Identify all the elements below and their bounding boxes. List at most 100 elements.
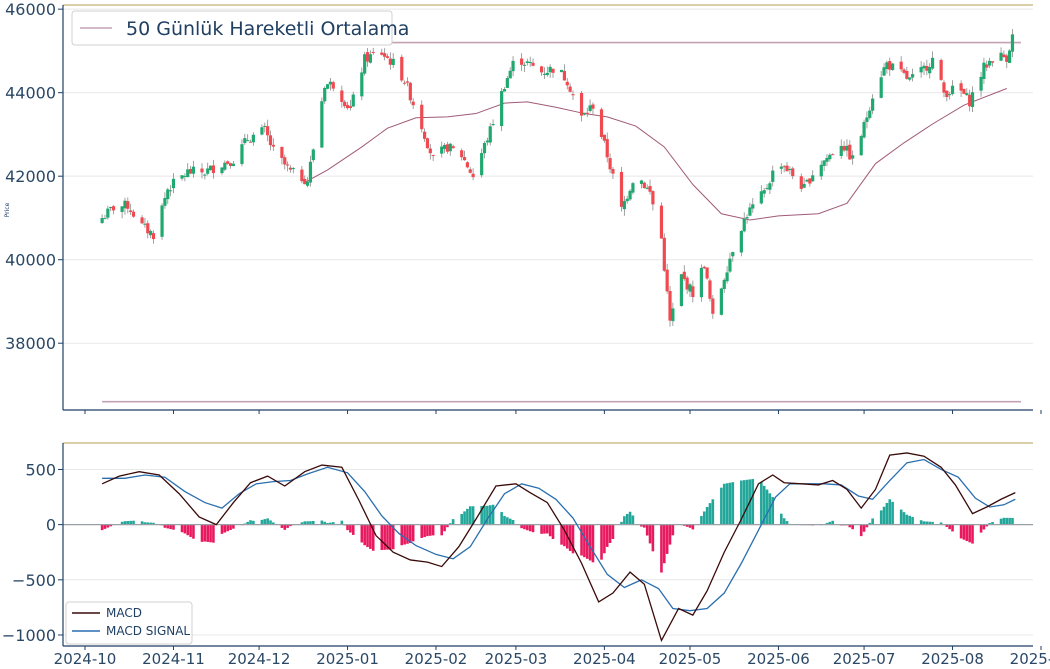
candle — [383, 48, 387, 61]
candle — [502, 87, 507, 92]
candle-body — [825, 157, 829, 162]
macd-histogram-bar — [580, 524, 583, 556]
candle-body — [405, 81, 410, 83]
candle-body — [200, 168, 204, 173]
candle — [548, 64, 552, 78]
x-tick-label: 2025-05 — [659, 650, 722, 668]
macd-histogram-bar — [965, 524, 969, 542]
candle-body — [705, 267, 709, 279]
candle — [728, 252, 732, 274]
candle-body — [651, 191, 655, 205]
legend-macd-label: MACD — [106, 606, 142, 620]
candle — [619, 166, 624, 212]
candle — [970, 86, 975, 113]
candle — [765, 184, 769, 191]
macd-histogram-bar — [329, 522, 332, 525]
macd-histogram-bar — [411, 524, 415, 542]
candle — [109, 206, 113, 212]
candle-body — [471, 173, 475, 178]
candle-body — [522, 64, 527, 66]
candle-body — [488, 126, 492, 143]
candle-body — [548, 66, 552, 73]
candle — [248, 139, 253, 143]
macd-histogram-bar — [731, 482, 735, 525]
candle-body — [842, 146, 846, 151]
candle-body — [468, 169, 472, 173]
macd-histogram-bar — [991, 521, 994, 525]
candle — [422, 128, 427, 142]
candle-body — [391, 58, 395, 65]
price-y-tick-label: 46000 — [5, 0, 56, 19]
macd-histogram-bar — [263, 519, 267, 525]
candle — [602, 134, 606, 143]
candle — [325, 84, 330, 90]
candle-body — [143, 223, 147, 225]
candle — [445, 141, 450, 154]
candle-body — [103, 218, 107, 220]
macd-histogram-bar — [252, 520, 255, 525]
candle — [186, 163, 190, 178]
candle-body — [231, 163, 235, 167]
candle-body — [371, 51, 375, 53]
candle — [228, 162, 233, 169]
candle-body — [839, 145, 843, 156]
candle-body — [811, 175, 815, 182]
candle-body — [668, 290, 672, 321]
macd-histogram-bar — [546, 524, 549, 534]
candle-body — [628, 190, 632, 200]
candle — [702, 265, 706, 270]
candle — [163, 192, 167, 209]
candle-body — [948, 94, 952, 96]
candle-body — [731, 252, 735, 257]
candle — [648, 179, 652, 195]
candle-body — [679, 274, 684, 307]
candle — [1005, 53, 1009, 69]
candle-body — [748, 207, 752, 216]
candle-body — [685, 277, 689, 290]
candle-body — [831, 154, 835, 156]
candle-body — [363, 54, 367, 74]
macd-histogram-bar — [286, 524, 289, 528]
candle — [979, 71, 983, 97]
price-y-tick-label: 40000 — [5, 251, 56, 270]
candle — [851, 150, 855, 165]
candle-body — [599, 109, 604, 137]
macd-histogram-bar — [760, 482, 763, 525]
candle-body — [611, 169, 615, 174]
macd-y-tick-label: −1000 — [2, 626, 56, 645]
candle-body — [851, 155, 855, 159]
candle-body — [508, 70, 512, 79]
macd-histogram-bar — [728, 482, 732, 525]
candle-body — [271, 144, 275, 147]
candle — [902, 67, 906, 75]
macd-histogram-bar — [309, 521, 312, 525]
candle — [288, 165, 293, 173]
macd-histogram-bar — [971, 524, 974, 544]
candle-body — [559, 69, 564, 73]
candle-body — [959, 83, 963, 91]
candle — [642, 181, 646, 189]
candle-body — [605, 139, 609, 158]
macd-histogram-bar — [668, 524, 672, 545]
candle — [123, 197, 127, 215]
candle — [959, 80, 963, 97]
macd-histogram-bar — [203, 524, 207, 542]
candle — [551, 68, 555, 78]
candle-body — [962, 88, 966, 94]
candle — [888, 57, 892, 77]
candle-body — [260, 127, 264, 135]
macd-histogram-bar — [660, 524, 663, 573]
macd-histogram-bar — [371, 524, 375, 551]
candle-body — [485, 140, 489, 143]
candle-body — [303, 178, 307, 185]
macd-histogram-bar — [762, 485, 766, 525]
candle-body — [445, 144, 450, 152]
candle-body — [988, 60, 992, 66]
candle-body — [422, 131, 427, 139]
macd-histogram-bar — [600, 524, 603, 560]
macd-histogram-bar — [269, 520, 272, 525]
candle — [331, 80, 335, 92]
candle — [699, 264, 704, 302]
candle — [571, 90, 575, 100]
candle — [442, 142, 447, 154]
